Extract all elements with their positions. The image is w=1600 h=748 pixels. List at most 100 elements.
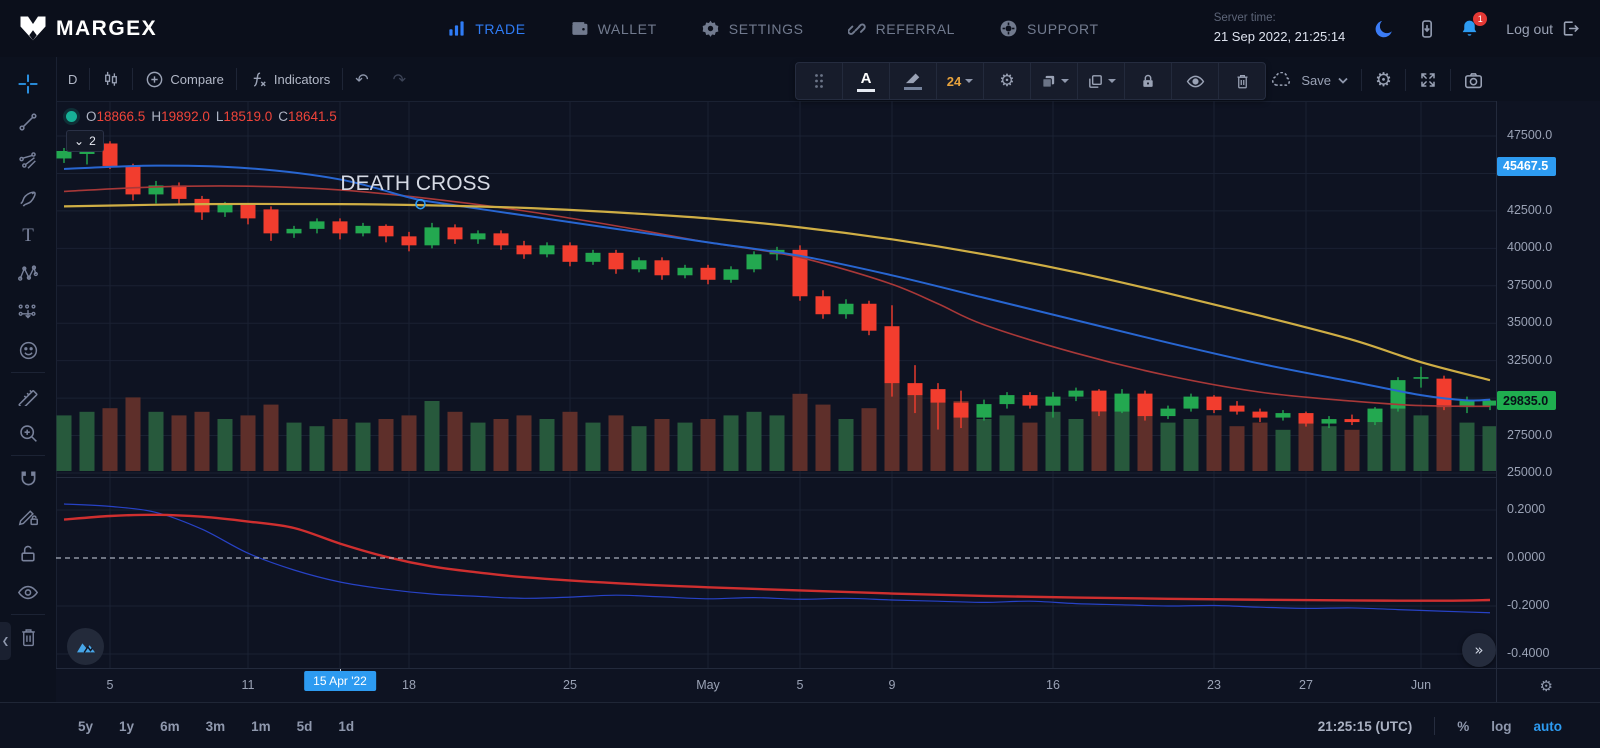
tool-trend-line[interactable]	[9, 103, 47, 141]
snapshot-button[interactable]	[1451, 66, 1496, 94]
candle	[907, 365, 923, 414]
tool-pitchfork[interactable]	[9, 141, 47, 179]
background-color-button[interactable]	[890, 63, 937, 99]
candle	[1068, 387, 1084, 402]
price-chart: DEATH CROSS	[56, 101, 1498, 668]
toolbar-drag-handle[interactable]	[796, 63, 843, 99]
low-value: 18519.0	[223, 109, 273, 124]
notifications-bell-icon[interactable]: 1	[1459, 12, 1488, 39]
candle	[861, 300, 877, 336]
nav-item-trade[interactable]: TRADE	[447, 19, 525, 38]
theme-moon-icon[interactable]	[1373, 18, 1395, 40]
range-1m[interactable]: 1m	[251, 718, 271, 734]
mobile-app-icon[interactable]	[1417, 19, 1437, 39]
tool-remove-all[interactable]	[9, 618, 47, 656]
volume-bar	[102, 408, 118, 471]
price-axis[interactable]: 47500.045000.042500.040000.037500.035000…	[1496, 101, 1600, 668]
volume-bar	[516, 415, 532, 471]
nav-item-support[interactable]: SUPPORT	[999, 19, 1099, 38]
percent-scale-button[interactable]: %	[1457, 718, 1470, 734]
candle	[677, 264, 693, 279]
brand-name: MARGEX	[56, 16, 158, 40]
pitchfork-icon	[19, 152, 36, 169]
annotation-anchor[interactable]	[415, 198, 426, 210]
candle	[631, 257, 647, 273]
tool-xabcd-pattern[interactable]	[9, 255, 47, 293]
candle	[608, 249, 624, 274]
tool-forecast[interactable]	[9, 293, 47, 331]
candle	[493, 230, 509, 250]
hidden-series-count: 2	[89, 134, 96, 148]
logout-button[interactable]: Log out	[1506, 19, 1580, 38]
range-1y[interactable]: 1y	[119, 718, 135, 734]
hide-drawing-button[interactable]	[1172, 63, 1219, 99]
volume-bar	[1183, 419, 1199, 471]
tool-drawing-mode-lock[interactable]	[9, 497, 47, 535]
volume-bar	[746, 411, 762, 471]
ma-mid-blue	[63, 164, 1491, 402]
volume-bar	[1367, 419, 1383, 471]
interval-button[interactable]: D	[56, 65, 89, 93]
chart-logo-button[interactable]	[67, 628, 104, 665]
range-5y[interactable]: 5y	[78, 718, 94, 734]
tool-measure[interactable]	[9, 376, 47, 414]
auto-scale-button[interactable]: auto	[1533, 718, 1563, 734]
fullscreen-button[interactable]	[1406, 66, 1450, 94]
go-to-realtime-button[interactable]: »	[1462, 633, 1496, 667]
range-3m[interactable]: 3m	[205, 718, 226, 734]
range-5d[interactable]: 5d	[296, 718, 313, 734]
tool-hide-all[interactable]	[9, 573, 47, 611]
series-status-dot	[66, 111, 77, 122]
clone-button[interactable]	[1078, 63, 1125, 99]
tool-emoji[interactable]	[9, 331, 47, 369]
drawing-settings-button[interactable]: ⚙	[984, 63, 1031, 99]
nav-item-referral[interactable]: REFERRAL	[847, 19, 955, 38]
volume-bar	[654, 419, 670, 471]
chart-settings-button[interactable]: ⚙	[1362, 66, 1405, 94]
delete-drawing-button[interactable]	[1219, 63, 1265, 99]
tool-lock-all[interactable]	[9, 535, 47, 573]
candle	[1344, 414, 1360, 426]
lock-drawing-button[interactable]	[1125, 63, 1172, 99]
margex-logo[interactable]: MARGEX	[18, 14, 157, 44]
indicators-button[interactable]: Indicators	[237, 65, 342, 93]
legend-collapse-badge[interactable]: ⌄ 2	[66, 130, 104, 152]
candle	[516, 240, 532, 259]
range-6m[interactable]: 6m	[160, 718, 180, 734]
font-size-button[interactable]: 24	[937, 63, 984, 99]
header-icons: 1	[1373, 12, 1488, 40]
volume-bar	[1137, 404, 1153, 471]
price-tick: 32500.0	[1507, 352, 1553, 367]
nav-item-settings[interactable]: SETTINGS	[700, 19, 804, 38]
trend-line-icon	[19, 113, 37, 131]
tool-crosshair[interactable]	[9, 65, 47, 103]
price-tick: 27500.0	[1507, 427, 1553, 442]
sidebar-collapse-handle[interactable]: ❮	[0, 622, 11, 660]
save-layout-button[interactable]: Save	[1257, 66, 1361, 94]
volume-bar	[723, 415, 739, 471]
compare-button[interactable]: Compare	[133, 65, 235, 93]
range-1d[interactable]: 1d	[338, 718, 355, 734]
candle	[585, 249, 601, 265]
volume-bar	[194, 411, 210, 471]
chart-canvas[interactable]: DEATH CROSS O18866.5 H19892.0 L18519.0 C186…	[56, 101, 1498, 668]
visual-order-button[interactable]	[1031, 63, 1078, 99]
chevron-down-icon	[1107, 79, 1116, 83]
chart-style-button[interactable]	[90, 65, 132, 93]
log-scale-button[interactable]: log	[1491, 718, 1512, 734]
candles	[56, 140, 1498, 430]
time-axis[interactable]: 5 11 15 Apr '22 18 25 May 5 9 16 23 27 Jun	[56, 668, 1496, 703]
copy-icon	[1088, 74, 1102, 88]
tool-text[interactable]: T	[9, 217, 47, 255]
price-tick: 47500.0	[1507, 128, 1553, 142]
text-color-button[interactable]: A	[843, 63, 890, 99]
price-tick: 42500.0	[1507, 202, 1553, 217]
tool-zoom-in[interactable]	[9, 414, 47, 452]
redo-button[interactable]: ↷	[381, 65, 418, 93]
undo-button[interactable]: ↶	[343, 65, 380, 93]
axis-settings-gear-icon[interactable]: ⚙	[1539, 677, 1553, 695]
death-cross-annotation[interactable]: DEATH CROSS	[340, 172, 490, 195]
nav-item-wallet[interactable]: WALLET	[570, 19, 657, 38]
tool-brush[interactable]	[9, 179, 47, 217]
tool-magnet[interactable]	[9, 459, 47, 497]
